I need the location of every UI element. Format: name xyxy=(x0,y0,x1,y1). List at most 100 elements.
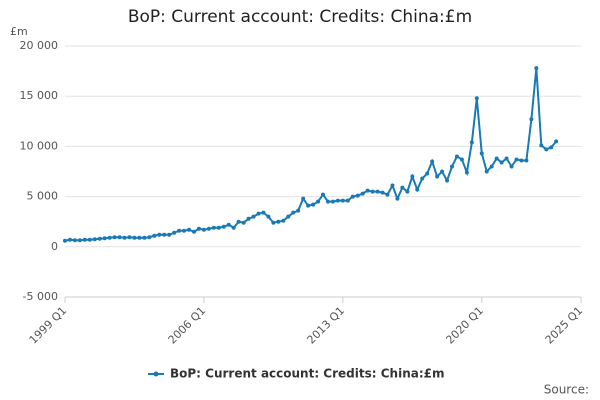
data-point xyxy=(261,210,266,215)
data-point xyxy=(187,227,192,232)
data-point xyxy=(390,183,395,188)
data-point xyxy=(291,210,296,215)
data-point xyxy=(147,235,152,240)
y-tick-label: 0 xyxy=(51,240,58,253)
data-point xyxy=(162,232,167,237)
data-point xyxy=(469,140,474,145)
data-point xyxy=(425,171,430,176)
data-point xyxy=(241,220,246,225)
data-point xyxy=(206,226,211,231)
data-point xyxy=(286,214,291,219)
data-point xyxy=(152,233,157,238)
data-point xyxy=(127,235,132,240)
data-point xyxy=(142,235,147,240)
x-tick-label: 2020 Q1 xyxy=(443,304,486,347)
data-point xyxy=(380,190,385,195)
data-point xyxy=(509,164,514,169)
data-point xyxy=(395,196,400,201)
x-tick-label: 1999 Q1 xyxy=(27,304,70,347)
data-point xyxy=(489,164,494,169)
data-point xyxy=(365,188,370,193)
y-tick-label: -5 000 xyxy=(23,290,58,303)
data-point xyxy=(311,202,316,207)
data-point xyxy=(72,238,77,243)
data-point xyxy=(405,189,410,194)
data-point xyxy=(474,96,479,101)
data-point xyxy=(415,187,420,192)
data-point xyxy=(316,199,321,204)
data-point xyxy=(410,174,415,179)
data-point xyxy=(375,189,380,194)
data-point xyxy=(385,192,390,197)
data-point xyxy=(132,235,137,240)
data-point xyxy=(67,237,72,242)
data-point xyxy=(296,208,301,213)
legend-label: BoP: Current account: Credits: China:£m xyxy=(170,367,445,381)
data-point xyxy=(82,237,87,242)
data-point xyxy=(246,216,251,221)
data-point xyxy=(325,199,330,204)
data-point xyxy=(221,224,226,229)
data-point xyxy=(97,236,102,241)
data-point xyxy=(440,169,445,174)
data-point xyxy=(340,198,345,203)
data-point xyxy=(554,139,559,144)
data-point xyxy=(549,145,554,150)
data-point xyxy=(445,178,450,183)
data-point xyxy=(420,176,425,181)
data-point xyxy=(430,159,435,164)
data-point xyxy=(450,164,454,169)
data-point xyxy=(266,214,271,219)
data-point xyxy=(321,192,325,197)
data-point xyxy=(435,174,440,179)
chart-title: BoP: Current account: Credits: China:£m xyxy=(128,7,472,27)
data-point xyxy=(216,225,221,230)
data-point xyxy=(345,198,350,203)
data-point xyxy=(539,143,544,148)
y-tick-label: 5 000 xyxy=(27,190,59,203)
data-point xyxy=(301,196,306,201)
data-point xyxy=(63,238,67,243)
y-tick-label: 20 000 xyxy=(20,39,59,52)
data-point xyxy=(226,222,231,227)
data-point xyxy=(87,237,92,242)
data-point xyxy=(454,154,459,159)
data-point xyxy=(514,157,519,162)
data-point xyxy=(157,232,162,237)
data-point xyxy=(117,235,122,240)
data-point xyxy=(330,199,335,204)
data-point xyxy=(306,203,311,208)
source: Source: xyxy=(544,383,589,397)
data-point xyxy=(112,235,117,240)
data-point xyxy=(400,185,405,190)
data-point xyxy=(484,169,489,174)
data-point xyxy=(276,219,281,224)
data-point xyxy=(172,230,177,235)
data-point xyxy=(335,198,340,203)
data-point xyxy=(464,170,469,175)
data-point xyxy=(236,219,241,224)
data-point xyxy=(122,235,127,240)
data-point xyxy=(256,211,261,216)
data-point xyxy=(544,147,549,152)
data-point xyxy=(251,214,256,219)
data-point xyxy=(107,235,112,240)
series-line xyxy=(64,67,557,242)
data-point xyxy=(137,235,142,240)
y-axis-unit: £m xyxy=(10,25,28,38)
x-tick-label: 2025 Q1 xyxy=(543,304,586,347)
data-point xyxy=(281,218,286,223)
data-point xyxy=(177,228,182,233)
data-point xyxy=(504,156,509,161)
data-point xyxy=(370,189,375,194)
data-point xyxy=(360,191,365,196)
data-point xyxy=(271,220,276,225)
data-point xyxy=(167,232,172,237)
data-point xyxy=(350,194,355,199)
data-point xyxy=(77,238,82,243)
data-point xyxy=(92,237,97,242)
data-point xyxy=(479,151,484,156)
data-point xyxy=(355,193,360,198)
